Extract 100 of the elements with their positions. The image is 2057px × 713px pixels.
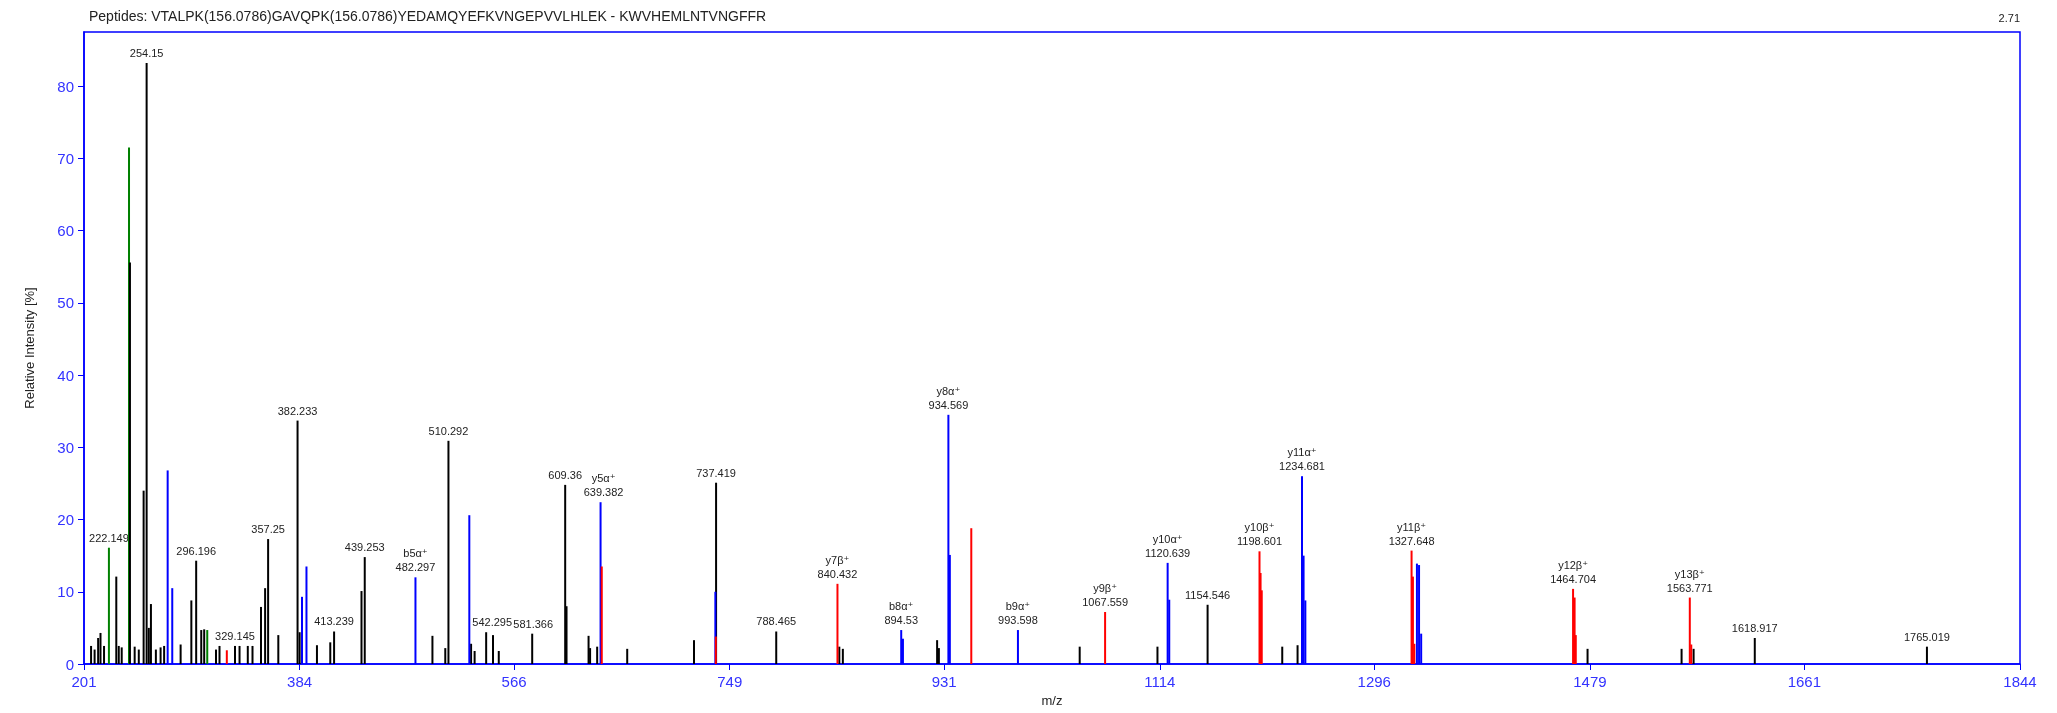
bar [531, 633, 534, 664]
annotation: y11β⁺ 1327.648 [1388, 520, 1435, 547]
bar [234, 645, 236, 664]
bar [214, 649, 217, 664]
bar [1206, 604, 1209, 664]
bar [431, 635, 434, 664]
y-tick-label: 50 [57, 294, 74, 312]
bar [1281, 646, 1284, 664]
x-tick-label: 1479 [1573, 673, 1607, 690]
bar [90, 645, 93, 664]
annotation: 542.295 [472, 616, 513, 629]
annotation: 1618.917 [1731, 622, 1778, 634]
bar [1692, 648, 1695, 664]
bar [145, 63, 148, 664]
y-tick-label: 20 [57, 511, 74, 529]
annotation: y12β⁺ 1464.704 [1550, 558, 1597, 585]
bar [1104, 612, 1107, 664]
annotation: y13β⁺ 1563.771 [1666, 567, 1713, 594]
annotation: 510.292 [428, 424, 469, 437]
bar [447, 440, 450, 664]
annotation: y7β⁺ 840.432 [817, 553, 858, 580]
bar [225, 650, 228, 664]
y-tick-label: 0 [65, 655, 74, 673]
annotation: b5α⁺ 482.297 [395, 547, 436, 574]
bar [190, 600, 193, 664]
x-tick-label: 1296 [1357, 673, 1391, 690]
bar [626, 648, 629, 664]
y-tick-label: 70 [57, 149, 74, 167]
bar [238, 645, 241, 664]
bar [333, 631, 336, 664]
text: 2.71 [1998, 11, 2021, 24]
annotation: 357.25 [251, 523, 285, 536]
bar [596, 646, 599, 664]
bar [497, 651, 500, 664]
annotation: 609.36 [548, 468, 583, 481]
bar [120, 647, 123, 664]
y-tick-label: 30 [57, 438, 74, 456]
annotation: 581.366 [513, 617, 554, 630]
bar [1753, 638, 1756, 664]
bar [296, 420, 299, 664]
bar [470, 643, 473, 664]
bar [1296, 645, 1299, 664]
y-tick-label: 60 [57, 222, 74, 240]
annotation: 788.465 [756, 615, 797, 628]
bar [492, 635, 494, 664]
annotation: y11α⁺ 1234.681 [1279, 446, 1325, 473]
annotation: y9β⁺ 1067.559 [1082, 582, 1129, 608]
bar [1078, 646, 1081, 664]
annotation: y5α⁺ 639.382 [583, 472, 624, 499]
bar [564, 484, 567, 664]
bar [267, 539, 270, 664]
y-axis-title: Relative Intensity [%] [22, 287, 37, 409]
annotation: y10β⁺ 1198.601 [1236, 521, 1283, 548]
bar [137, 649, 140, 664]
y-tick-label: 10 [57, 583, 74, 601]
x-tick-label: 201 [71, 673, 97, 690]
annotation: 1765.019 [1903, 630, 1950, 643]
bar [128, 262, 131, 664]
bar [315, 645, 318, 664]
bar [329, 642, 332, 664]
bar [775, 631, 778, 664]
bar [115, 576, 118, 664]
bar [195, 560, 198, 664]
x-tick-label: 1661 [1787, 673, 1822, 690]
x-tick-label: 384 [287, 673, 313, 690]
annotation: 254.15 [129, 47, 164, 60]
bar [841, 648, 844, 664]
bar [714, 636, 717, 664]
bar [159, 647, 162, 664]
bar [1156, 646, 1159, 664]
annotation: 413.239 [314, 615, 354, 628]
bar [473, 651, 476, 664]
bar [1572, 588, 1575, 664]
y-tick-label: 40 [57, 366, 74, 384]
bar [200, 630, 203, 664]
annotation: b8α⁺ 894.53 [884, 600, 919, 627]
annotation: y10α⁺ 1120.639 [1145, 532, 1191, 559]
annotation: 382.233 [277, 404, 318, 417]
bar [1586, 648, 1589, 664]
chart-title: Peptides: VTALPK(156.0786)GAVQPK(156.0786)YEDAMQYEFKVNGEPVVLHLEK - KWVHEMLNTVNGFFR [89, 8, 767, 24]
x-tick-label: 1844 [2003, 673, 2037, 690]
x-tick-label: 1114 [1144, 673, 1176, 690]
annotation: 439.253 [344, 541, 385, 554]
bar [1925, 646, 1928, 664]
annotation: 222.149 [89, 531, 129, 544]
annotation: 329.145 [215, 629, 255, 642]
bar [154, 649, 157, 664]
bar [163, 645, 166, 664]
y-tick-label: 80 [57, 77, 74, 95]
bar [107, 547, 110, 664]
bar [838, 646, 841, 664]
annotation: b9α⁺ 993.598 [998, 600, 1038, 627]
x-tick-label: 931 [931, 673, 957, 690]
bar [251, 645, 254, 664]
bar [363, 557, 366, 664]
bar [133, 646, 136, 664]
bar [693, 640, 696, 664]
bar [1680, 648, 1683, 664]
bar [218, 645, 221, 664]
bar [600, 566, 603, 664]
